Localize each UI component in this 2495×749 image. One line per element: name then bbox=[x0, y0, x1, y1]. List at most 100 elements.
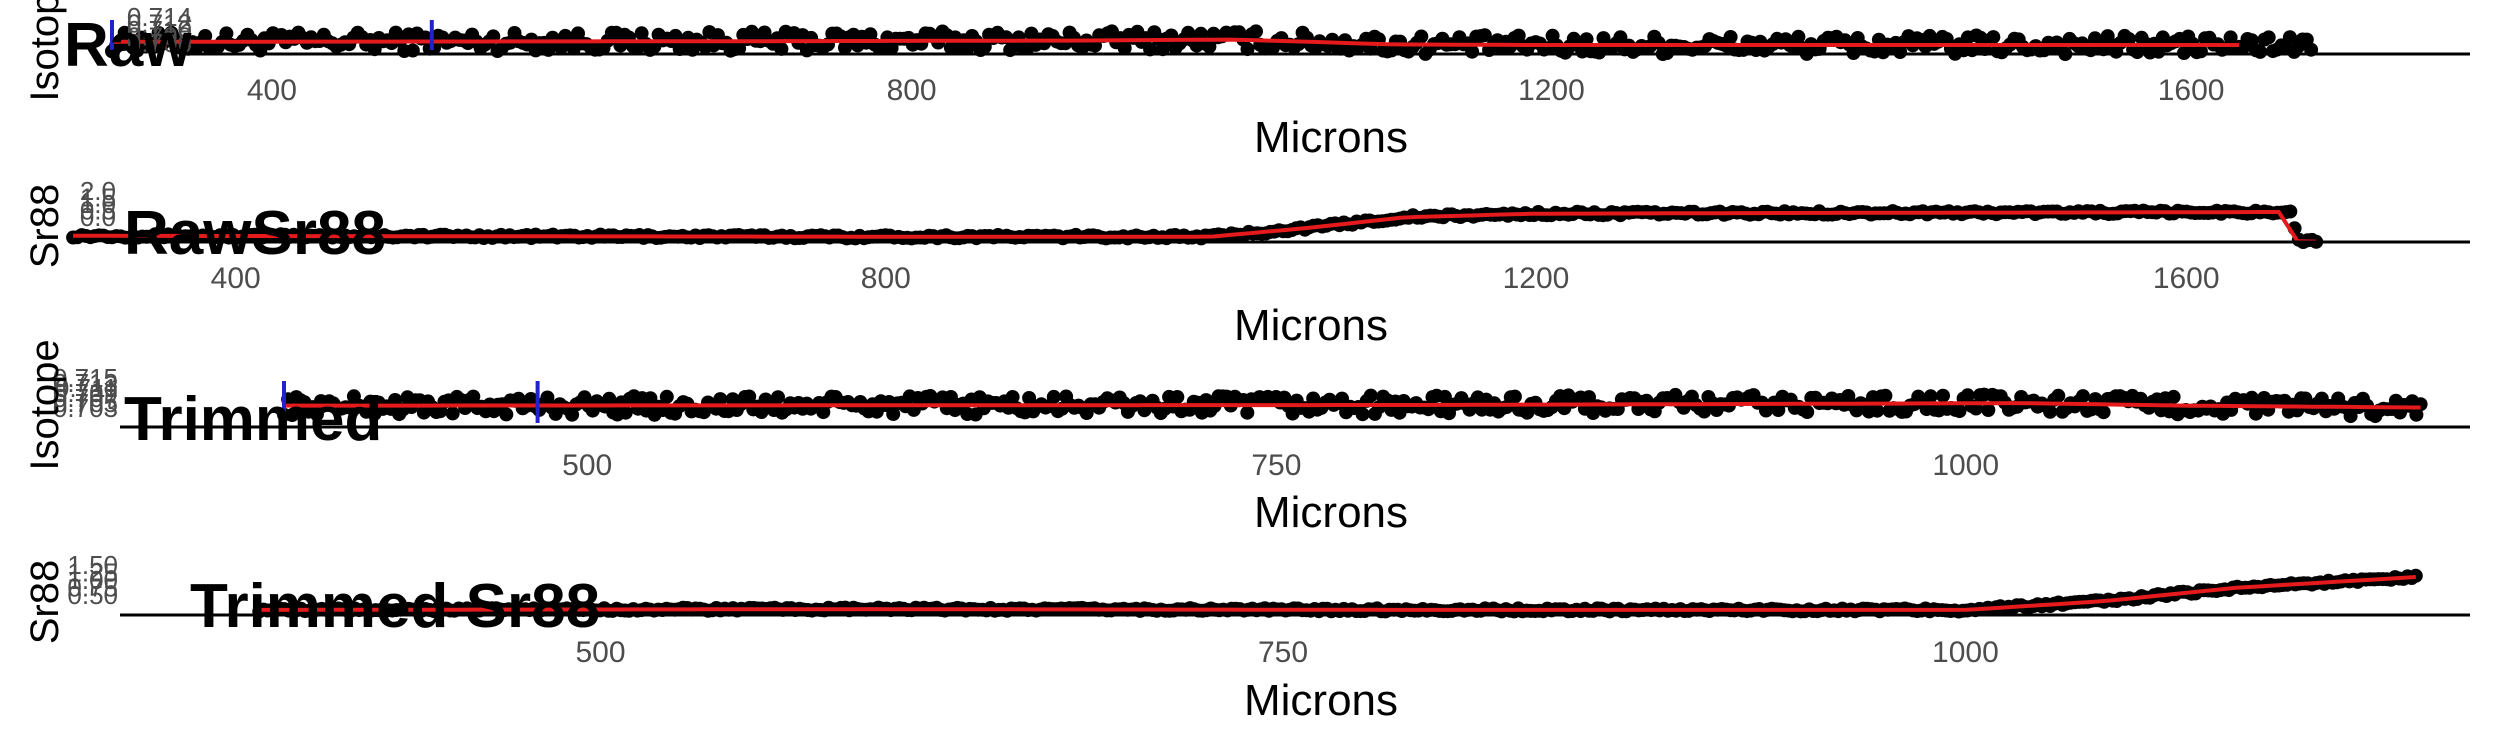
data-point bbox=[1923, 389, 1938, 404]
y-tick-label: 2.0 bbox=[80, 176, 116, 206]
data-point bbox=[2283, 204, 2298, 219]
data-point bbox=[1465, 44, 1480, 59]
data-point bbox=[1582, 390, 1596, 405]
data-point bbox=[2051, 388, 2066, 403]
data-point bbox=[1791, 29, 1806, 44]
data-point bbox=[466, 389, 481, 404]
data-point bbox=[1249, 24, 1263, 39]
y-tick-label: 0.709 bbox=[53, 378, 118, 408]
data-point bbox=[1870, 403, 1885, 418]
x-tick-label: 500 bbox=[562, 449, 612, 482]
x-tick-group: 400 800 1200 1600 bbox=[211, 262, 2220, 295]
data-point bbox=[2166, 389, 2181, 404]
y-axis-label: Sr88 bbox=[23, 184, 67, 269]
panel-rawsr88: 2.01.51.00.50.0 400 800 1200 1600 Sr88 Micr… bbox=[23, 176, 2470, 350]
y-tick-group: 1.501.251.000.750.50 bbox=[67, 550, 118, 610]
data-point bbox=[742, 389, 757, 404]
data-point bbox=[1477, 28, 1492, 43]
data-point bbox=[1723, 30, 1738, 44]
data-point bbox=[2253, 44, 2268, 59]
data-point bbox=[1005, 390, 1020, 404]
y-tick-label: 0.714 bbox=[127, 2, 192, 32]
data-point bbox=[2282, 30, 2297, 45]
fit-line bbox=[259, 575, 2416, 612]
x-tick-label: 1200 bbox=[1503, 262, 1570, 295]
data-point bbox=[2121, 32, 2136, 46]
y-tick-label: 1.5 bbox=[80, 183, 116, 213]
data-point bbox=[1507, 389, 1522, 404]
data-point bbox=[659, 389, 674, 404]
fit-group bbox=[112, 37, 2240, 47]
fit-line bbox=[284, 401, 2421, 410]
data-point bbox=[2408, 568, 2423, 583]
fit-line bbox=[73, 210, 2317, 244]
x-tick-group: 400 800 1200 1600 bbox=[247, 74, 2225, 107]
x-tick-label: 500 bbox=[575, 636, 625, 669]
x-tick-label: 1600 bbox=[2158, 74, 2225, 107]
data-point bbox=[774, 41, 789, 56]
x-tick-label: 1000 bbox=[1932, 449, 1999, 482]
data-point bbox=[634, 26, 649, 41]
data-point bbox=[1202, 39, 1217, 54]
data-point bbox=[602, 391, 617, 406]
x-axis-title: Microns bbox=[1244, 676, 1398, 725]
data-point bbox=[618, 405, 633, 420]
y-tick-label: 0.710 bbox=[127, 15, 192, 45]
fit-group bbox=[284, 401, 2421, 410]
data-point bbox=[2130, 45, 2145, 60]
data-point bbox=[732, 41, 747, 56]
y-tick-label: 0.711 bbox=[55, 373, 118, 403]
data-point bbox=[1046, 389, 1061, 404]
panel-title: Trimmed Sr88 bbox=[190, 572, 600, 641]
panel-title: Trimmed bbox=[124, 385, 382, 454]
data-point bbox=[285, 408, 300, 422]
y-tick-label: 0.703 bbox=[53, 393, 118, 423]
fit-group bbox=[259, 575, 2416, 612]
y-tick-label: 1.00 bbox=[67, 565, 118, 595]
data-point bbox=[2343, 409, 2358, 424]
data-point bbox=[219, 26, 234, 41]
y-tick-label: 1.50 bbox=[67, 550, 118, 580]
x-tick-label: 1200 bbox=[1518, 74, 1585, 107]
data-point bbox=[1960, 388, 1975, 403]
y-tick-label: 0.708 bbox=[127, 22, 192, 52]
x-tick-group: 500 750 1000 bbox=[575, 636, 1998, 669]
data-point bbox=[1936, 388, 1950, 403]
data-point bbox=[977, 39, 992, 54]
x-axis-title: Microns bbox=[1254, 113, 1408, 162]
data-point bbox=[309, 407, 324, 422]
panel-trimmed-sr88: 1.501.251.000.750.50 500 750 1000 Sr88 Mic… bbox=[23, 550, 2470, 725]
y-tick-label: 1.0 bbox=[80, 189, 116, 219]
panel-title: Raw bbox=[64, 11, 192, 80]
y-tick-label: 0.707 bbox=[53, 383, 118, 413]
data-point bbox=[2043, 404, 2058, 419]
fit-group bbox=[73, 210, 2317, 244]
data-point bbox=[1800, 405, 1815, 419]
data-point bbox=[1414, 29, 1429, 44]
y-tick-label: 0.706 bbox=[127, 28, 192, 58]
data-point bbox=[1355, 407, 1370, 422]
y-tick-label: 0.715 bbox=[53, 363, 118, 393]
data-point bbox=[1878, 388, 1893, 403]
y-axis-label: Isotope bbox=[23, 0, 67, 102]
data-point bbox=[1117, 41, 1132, 56]
x-tick-label: 800 bbox=[887, 74, 937, 107]
x-tick-label: 750 bbox=[1258, 636, 1308, 669]
data-point bbox=[2409, 407, 2424, 422]
data-point bbox=[198, 29, 213, 43]
y-tick-label: 0.705 bbox=[53, 388, 118, 418]
x-tick-group: 500 750 1000 bbox=[562, 449, 1999, 482]
y-tick-label: 0.5 bbox=[80, 196, 116, 226]
y-axis-label: Isotope bbox=[23, 339, 67, 470]
data-point bbox=[1952, 404, 1967, 419]
x-tick-label: 400 bbox=[247, 74, 297, 107]
data-point bbox=[771, 390, 785, 405]
x-tick-label: 400 bbox=[211, 262, 261, 295]
data-point bbox=[2261, 30, 2276, 45]
fit-line bbox=[112, 37, 2240, 47]
markers-group bbox=[110, 20, 434, 50]
y-tick-label: 0.0 bbox=[80, 202, 116, 232]
